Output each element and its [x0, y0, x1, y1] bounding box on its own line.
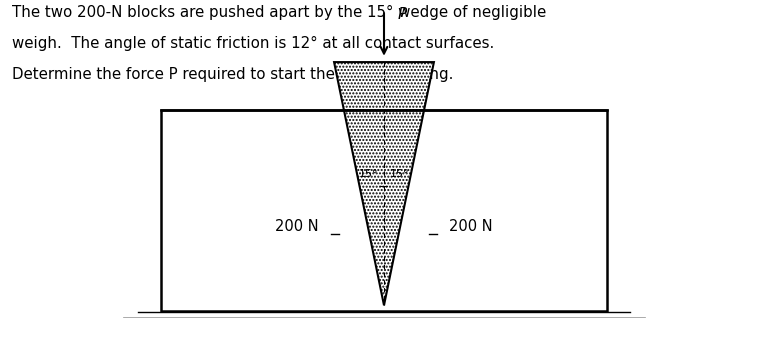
Bar: [161, 110, 607, 310]
Text: P: P: [398, 7, 407, 22]
Text: 15°: 15°: [390, 169, 409, 179]
Text: 200 N: 200 N: [449, 219, 493, 234]
Text: The two 200-N blocks are pushed apart by the 15° wedge of negligible: The two 200-N blocks are pushed apart by…: [12, 5, 546, 20]
Text: 15°: 15°: [359, 169, 378, 179]
Polygon shape: [334, 62, 434, 305]
Text: 200 N: 200 N: [275, 219, 319, 234]
Text: weigh.  The angle of static friction is 12° at all contact surfaces.: weigh. The angle of static friction is 1…: [12, 36, 494, 51]
Text: Determine the force P required to start the blocks moving.: Determine the force P required to start …: [12, 67, 453, 82]
Bar: [384, 110, 607, 310]
Bar: [161, 110, 384, 310]
